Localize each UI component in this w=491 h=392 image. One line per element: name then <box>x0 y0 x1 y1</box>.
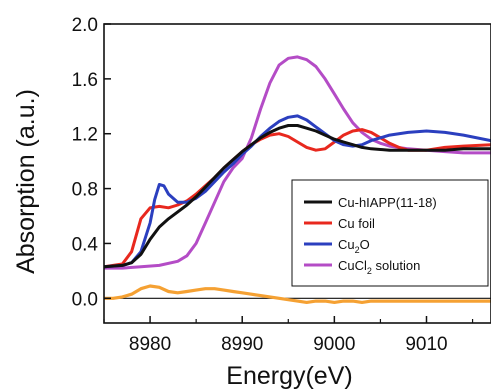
legend-item-cu2o: Cu2O <box>304 237 370 255</box>
y-tick-label: 2.0 <box>72 15 98 36</box>
legend-item-cucl2-solution: CuCl2 solution <box>304 258 420 276</box>
plot-area <box>104 55 491 304</box>
x-tick-label: 9010 <box>405 334 447 355</box>
plot-frame <box>103 23 491 324</box>
series-line-cu-foil <box>104 128 491 269</box>
y-tick-label: 0.0 <box>72 289 98 310</box>
legend-label: Cu-hIAPP(11-18) <box>338 195 437 210</box>
y-tick-label: 1.6 <box>72 70 98 91</box>
legend-label: Cu foil <box>338 216 375 231</box>
legend-label: CuCl2 solution <box>338 258 420 276</box>
y-tick-label: 0.4 <box>72 234 99 255</box>
axis-ticks: 0.0 0.4 0.8 1.2 1.6 2.0 8980 8990 9000 9010 <box>72 15 474 355</box>
x-tick-label: 9000 <box>313 334 355 355</box>
x-axis-title: Energy(eV) <box>226 362 352 390</box>
legend-box <box>291 179 489 287</box>
y-tick-label: 1.2 <box>72 125 98 146</box>
legend-item-cu-hiapp: Cu-hIAPP(11-18) <box>304 195 437 210</box>
x-tick-label: 8990 <box>221 334 263 355</box>
series-line-difference <box>104 284 491 304</box>
legend-item-cu-foil: Cu foil <box>304 216 375 231</box>
series-line-cucl2-solution <box>104 55 491 270</box>
x-tick-label: 8980 <box>129 334 171 355</box>
legend: Cu-hIAPP(11-18) Cu foil Cu2O CuCl2 solution <box>291 179 489 287</box>
y-axis-title: Absorption (a.u.) <box>12 89 40 274</box>
legend-label: Cu2O <box>338 237 370 255</box>
y-tick-label: 0.8 <box>72 180 98 201</box>
series-line-cu-hiapp <box>104 124 491 269</box>
